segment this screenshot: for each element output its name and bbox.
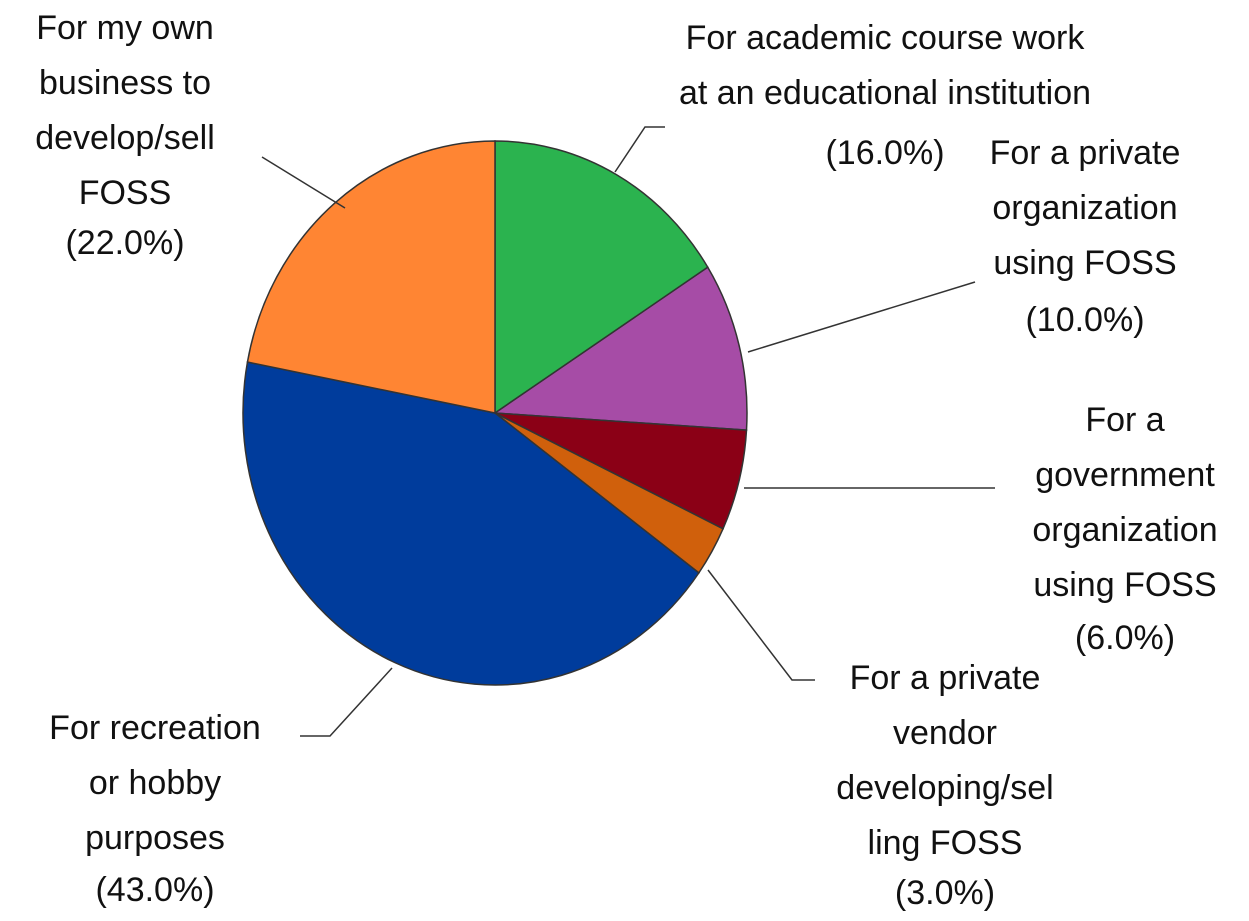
slice-label: For a private vendor developing/sel ling FO… bbox=[836, 659, 1053, 862]
pie-slice bbox=[246, 140, 496, 414]
leader-line bbox=[707, 569, 815, 681]
leader-line bbox=[300, 667, 393, 737]
slice-value-label: (22.0%) bbox=[65, 224, 184, 262]
slice-label-line: purposes bbox=[85, 819, 225, 857]
slice-label: For my own business to develop/sell FOSS bbox=[35, 9, 215, 212]
slice-label-line: developing/sel bbox=[836, 769, 1053, 807]
slice-label-line: at an educational institution bbox=[679, 74, 1091, 112]
slice-label: For a private organization using FOSS bbox=[990, 134, 1181, 282]
leader-line bbox=[614, 126, 665, 173]
slice-label-line: For recreation bbox=[49, 709, 261, 747]
slice-label-line: For academic course work bbox=[686, 19, 1086, 57]
slice-label-line: vendor bbox=[893, 714, 997, 752]
slice-label-line: For a private bbox=[990, 134, 1181, 172]
slice-label-line: or hobby bbox=[89, 764, 221, 802]
slice-label-line: FOSS bbox=[79, 174, 172, 212]
slice-label-line: using FOSS bbox=[993, 244, 1176, 282]
slice-label-line: organization bbox=[1032, 511, 1217, 549]
pie-slice bbox=[242, 361, 700, 686]
slice-label: For a government organization using FOSS bbox=[1032, 401, 1217, 604]
pie-slice bbox=[492, 266, 748, 431]
slice-label-line: business to bbox=[39, 64, 211, 102]
leader-line bbox=[747, 281, 976, 353]
pie-slice bbox=[494, 140, 709, 415]
leader-line bbox=[261, 156, 346, 209]
slice-label-line: For my own bbox=[36, 9, 214, 47]
slice-label-line: ling FOSS bbox=[868, 824, 1023, 862]
slice-value-label: (16.0%) bbox=[825, 134, 944, 172]
slice-value-label: (10.0%) bbox=[1025, 301, 1144, 339]
slice-value-label: (43.0%) bbox=[95, 871, 214, 909]
slice-label-line: For a private bbox=[850, 659, 1041, 697]
slice-label-line: develop/sell bbox=[35, 119, 215, 157]
slice-label-line: using FOSS bbox=[1033, 566, 1216, 604]
slice-label-line: government bbox=[1035, 456, 1215, 494]
slice-label-line: For a bbox=[1085, 401, 1164, 439]
slice-label: For recreation or hobby purposes bbox=[49, 709, 261, 857]
slice-label: For academic course work at an educationa… bbox=[679, 19, 1091, 112]
slice-label-line: organization bbox=[992, 189, 1177, 227]
slice-value-label: (3.0%) bbox=[895, 874, 995, 912]
slice-value-label: (6.0%) bbox=[1075, 619, 1175, 657]
